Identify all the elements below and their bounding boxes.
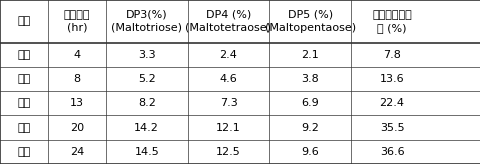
Text: 14.5: 14.5 [134,147,159,157]
Text: 3.3: 3.3 [138,50,155,60]
Text: 2.4: 2.4 [219,50,237,60]
Text: 24: 24 [70,147,84,157]
Text: 14.2: 14.2 [134,123,159,133]
Text: 35.5: 35.5 [379,123,404,133]
Text: 액화: 액화 [17,50,31,60]
Text: 12.1: 12.1 [216,123,240,133]
Text: 5.2: 5.2 [138,74,155,84]
Text: 4.6: 4.6 [219,74,237,84]
Text: 3.8: 3.8 [301,74,318,84]
Text: 2.1: 2.1 [301,50,318,60]
Text: 총말토올리고
당 (%): 총말토올리고 당 (%) [372,10,411,33]
Text: 당화: 당화 [17,98,31,108]
Text: 반응시간
(hr): 반응시간 (hr) [63,10,90,33]
Text: 7.8: 7.8 [382,50,400,60]
Text: 4: 4 [73,50,80,60]
Text: 36.6: 36.6 [379,147,404,157]
Text: 당화: 당화 [17,123,31,133]
Text: DP5 (%)
(Maltopentaose): DP5 (%) (Maltopentaose) [264,10,355,33]
Text: 9.2: 9.2 [300,123,319,133]
Text: 8: 8 [73,74,80,84]
Text: 당화: 당화 [17,147,31,157]
Text: 9.6: 9.6 [301,147,318,157]
Text: DP4 (%)
(Maltotetraose): DP4 (%) (Maltotetraose) [185,10,271,33]
Text: 7.3: 7.3 [219,98,237,108]
Text: 20: 20 [70,123,84,133]
Text: 당화: 당화 [17,74,31,84]
Text: 13: 13 [70,98,84,108]
Text: 13.6: 13.6 [379,74,404,84]
Text: 12.5: 12.5 [216,147,240,157]
Text: 8.2: 8.2 [137,98,156,108]
Text: 단계: 단계 [17,16,31,26]
Text: 22.4: 22.4 [379,98,404,108]
Text: DP3(%)
(Maltotriose): DP3(%) (Maltotriose) [111,10,182,33]
Text: 6.9: 6.9 [301,98,318,108]
